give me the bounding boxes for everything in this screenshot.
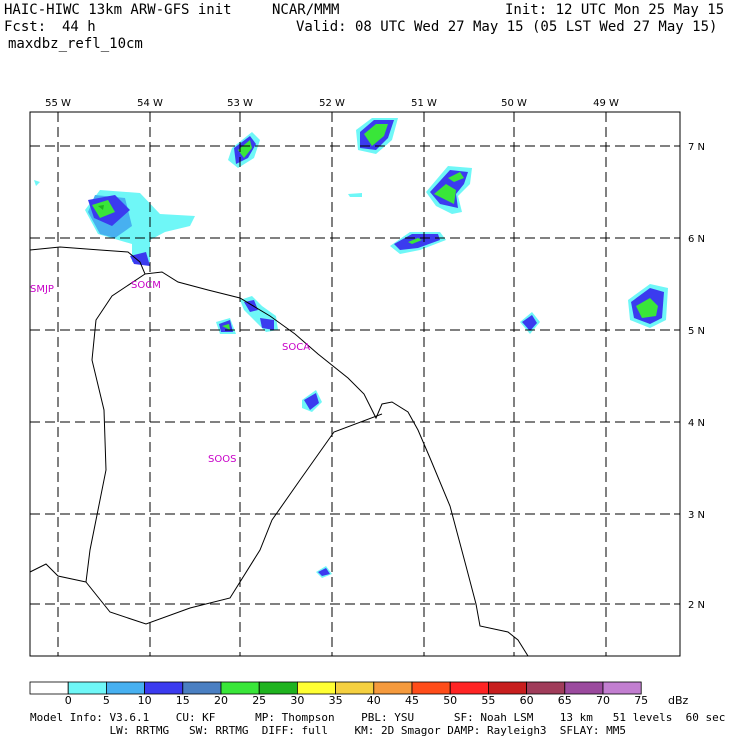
lat-label-6n: 6 N [688, 234, 705, 245]
colorbar-cell [106, 681, 146, 695]
lat-label-3n: 3 N [688, 510, 705, 521]
colorbar-cell [182, 681, 222, 695]
colorbar-cell [487, 681, 527, 695]
colorbar-tick-label: 55 [481, 694, 495, 707]
colorbar-ticks: 0 5 10 15 20 25 30 35 40 45 50 55 60 65 70 75 [65, 694, 649, 707]
forecast-label: Fcst: [4, 19, 47, 35]
colorbar-tick-label: 65 [558, 694, 572, 707]
colorbar-tick-label: 15 [176, 694, 190, 707]
colorbar-cell [67, 681, 107, 695]
forecast-hour: 44 h [62, 19, 96, 35]
field-name: maxdbz_refl_10cm [8, 36, 143, 52]
colorbar-cell [258, 681, 298, 695]
colorbar-tick-label: 40 [367, 694, 381, 707]
reflectivity-echoes [34, 118, 668, 578]
colorbar-cell [296, 681, 336, 695]
map-frame [29, 111, 681, 657]
colorbar-cell [335, 681, 375, 695]
colorbar-cell [564, 681, 604, 695]
lon-label-55w: 55 W [45, 98, 71, 109]
lon-label-54w: 54 W [137, 98, 163, 109]
colorbar-cell [526, 681, 566, 695]
valid-time: Valid: 08 UTC Wed 27 May 15 (05 LST Wed … [296, 19, 718, 35]
colorbar-tick-label: 60 [520, 694, 534, 707]
lon-label-50w: 50 W [501, 98, 527, 109]
colorbar-cell [602, 681, 642, 695]
station-soos: SOOS [208, 454, 236, 465]
lat-lon-grid [30, 112, 680, 656]
colorbar-tick-label: 5 [103, 694, 110, 707]
lat-label-4n: 4 N [688, 418, 705, 429]
colorbar-cell [411, 681, 451, 695]
colorbar-tick-label: 25 [252, 694, 266, 707]
colorbar-tick-label: 30 [290, 694, 304, 707]
colorbar-cell [220, 681, 260, 695]
colorbar-tick-label: 0 [65, 694, 72, 707]
station-soca: SOCA [282, 342, 310, 353]
colorbar-tick-label: 10 [138, 694, 152, 707]
colorbar [29, 681, 642, 695]
colorbar-tick-label: 45 [405, 694, 419, 707]
station-smjp: SMJP [30, 284, 54, 295]
model-title: HAIC-HIWC 13km ARW-GFS init [4, 2, 232, 18]
colorbar-tick-label: 50 [443, 694, 457, 707]
coastline [29, 246, 529, 657]
lat-label-2n: 2 N [688, 600, 705, 611]
lon-label-53w: 53 W [227, 98, 253, 109]
colorbar-cell [29, 681, 69, 695]
colorbar-cell [144, 681, 184, 695]
colorbar-unit: dBz [668, 694, 689, 707]
colorbar-tick-label: 75 [634, 694, 648, 707]
lon-label-52w: 52 W [319, 98, 345, 109]
model-info-line2: LW: RRTMG SW: RRTMG DIFF: full KM: 2D Sm… [30, 724, 627, 737]
colorbar-cell [373, 681, 413, 695]
colorbar-tick-label: 35 [329, 694, 343, 707]
lat-label-7n: 7 N [688, 142, 705, 153]
lat-label-5n: 5 N [688, 326, 705, 337]
lon-label-49w: 49 W [593, 98, 619, 109]
colorbar-cell [449, 681, 489, 695]
lon-label-51w: 51 W [411, 98, 437, 109]
init-time: Init: 12 UTC Mon 25 May 15 [505, 2, 725, 18]
colorbar-tick-label: 20 [214, 694, 228, 707]
model-info-line1: Model Info: V3.6.1 CU: KF MP: Thompson P… [30, 711, 726, 724]
station-socm: SOCM [131, 280, 161, 291]
center-label: NCAR/MMM [272, 2, 340, 18]
colorbar-tick-label: 70 [596, 694, 610, 707]
